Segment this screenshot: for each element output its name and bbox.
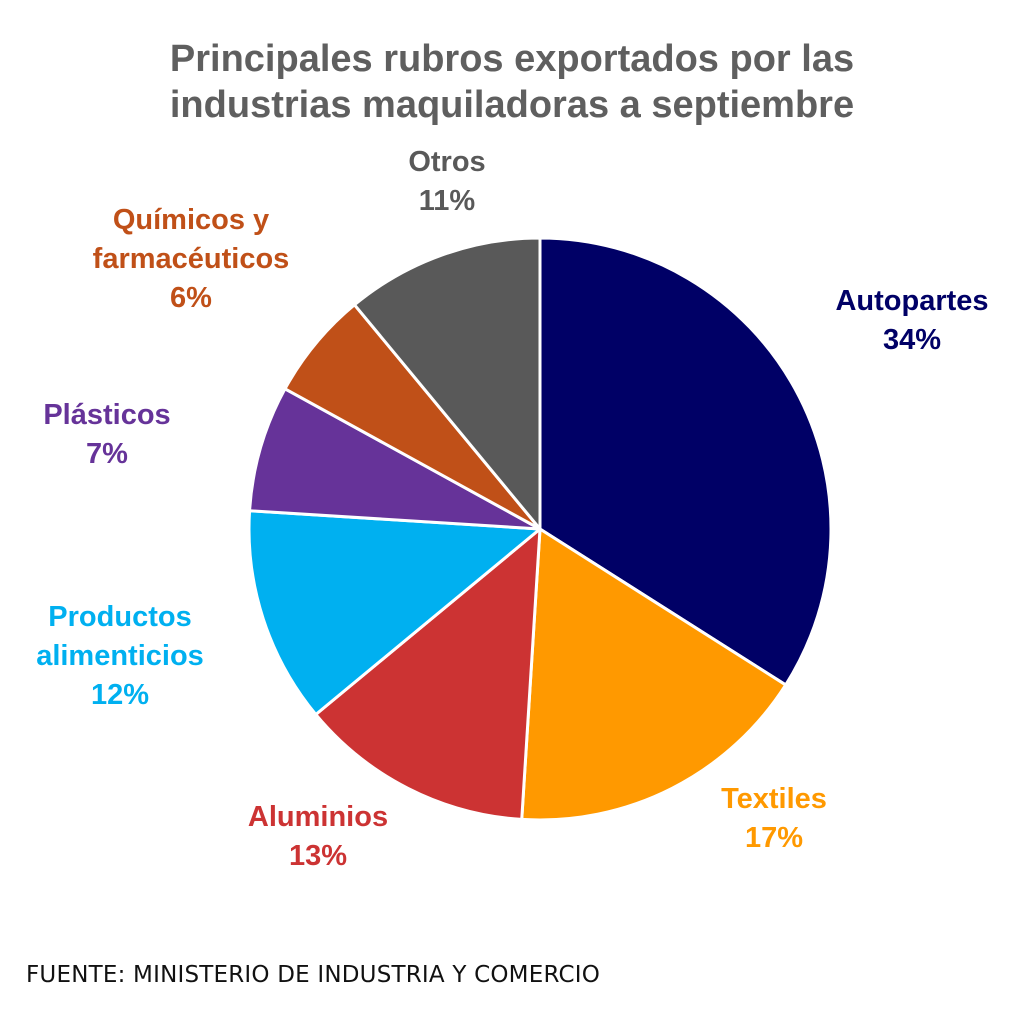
pie-slice-productos-alimenticios (247, 509, 542, 716)
pie-label-text: Plásticos (43, 399, 170, 431)
pie-label-productos-alimenticios: Productos alimenticios 12% (36, 601, 204, 711)
pie-label-textiles: Textiles 17% (721, 783, 827, 854)
pie-label-text: farmacéuticos (93, 243, 290, 275)
pie-label-text: Textiles (721, 783, 827, 815)
pie-label-quimicos-y-farmaceuticos: Químicos y farmacéuticos 6% (93, 204, 290, 314)
pie-labels: Autopartes 34% Textiles 17% Aluminios 13% Prod… (36, 146, 988, 872)
pie-label-text: Aluminios (248, 801, 388, 833)
pie-slices (247, 236, 833, 822)
chart-title-line-1: Principales rubros exportados por las (169, 38, 855, 80)
pie-label-text: Otros (408, 146, 485, 178)
pie-slice-aluminios (314, 527, 542, 821)
pie-value-label: 11% (419, 185, 476, 217)
pie-label-aluminios: Aluminios 13% (248, 801, 388, 872)
pie-label-otros: Otros 11% (408, 146, 485, 217)
pie-value-label: 34% (883, 324, 941, 356)
chart-title-line-2: industrias maquiladoras a septiembre (169, 84, 855, 126)
pie-value-label: 13% (289, 840, 347, 872)
pie-value-label: 7% (86, 438, 128, 470)
pie-slice-plasticos (248, 387, 542, 531)
pie-slice-autopartes (538, 236, 833, 687)
pie-label-text: alimenticios (36, 640, 204, 672)
pie-label-autopartes: Autopartes 34% (835, 285, 988, 356)
pie-value-label: 6% (170, 282, 212, 314)
pie-value-label: 17% (745, 822, 803, 854)
pie-label-text: Productos (48, 601, 191, 633)
chart-title: Principales rubros exportados por las in… (0, 36, 1024, 128)
pie-label-plasticos: Plásticos 7% (43, 399, 170, 470)
pie-slice-otros (353, 236, 542, 531)
pie-value-label: 12% (91, 679, 149, 711)
pie-slice-textiles (520, 527, 788, 822)
pie-label-text: Químicos y (113, 204, 269, 236)
pie-label-text: Autopartes (835, 285, 988, 317)
source-note: FUENTE: MINISTERIO DE INDUSTRIA Y COMERC… (26, 962, 601, 988)
